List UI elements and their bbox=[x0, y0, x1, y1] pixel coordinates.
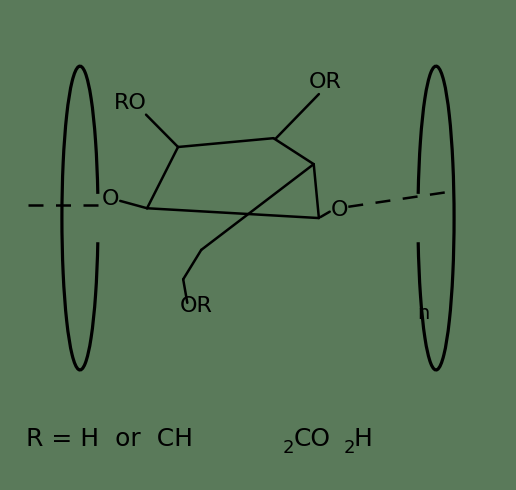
Text: R = H  or  CH: R = H or CH bbox=[26, 427, 193, 451]
Text: 2: 2 bbox=[343, 439, 354, 457]
Text: H: H bbox=[353, 427, 373, 451]
Text: CO: CO bbox=[294, 427, 331, 451]
Text: OR: OR bbox=[309, 73, 342, 92]
Text: O: O bbox=[102, 190, 119, 209]
Text: O: O bbox=[331, 200, 348, 220]
Text: 2: 2 bbox=[283, 439, 294, 457]
Text: n: n bbox=[417, 304, 429, 323]
Text: OR: OR bbox=[180, 296, 213, 316]
Text: RO: RO bbox=[114, 93, 147, 113]
